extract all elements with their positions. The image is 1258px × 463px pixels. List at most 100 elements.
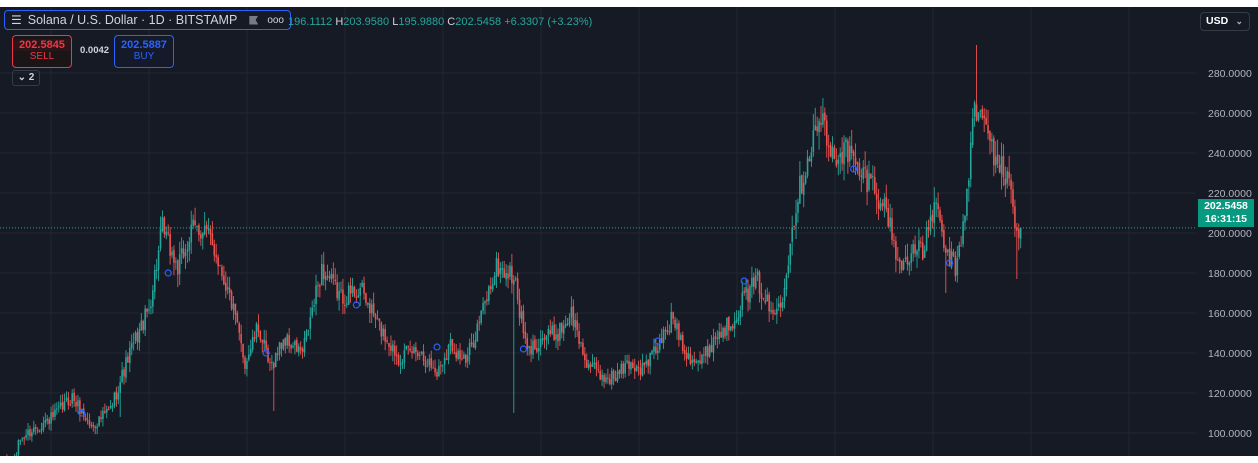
candle-body bbox=[653, 346, 655, 352]
candle-body bbox=[153, 269, 156, 292]
candle-body bbox=[321, 263, 323, 286]
candle-body bbox=[860, 175, 863, 177]
candle-body bbox=[979, 110, 982, 112]
candle-body bbox=[814, 125, 817, 131]
candle-body bbox=[655, 346, 657, 353]
candle-body bbox=[593, 362, 596, 364]
candle-body bbox=[340, 289, 342, 291]
more-options-icon[interactable]: ooo bbox=[267, 14, 284, 26]
candle-body bbox=[453, 352, 456, 354]
candle-body bbox=[749, 286, 751, 303]
currency-select[interactable]: USD ⌄ bbox=[1200, 12, 1250, 31]
candle-body bbox=[130, 343, 133, 349]
candle-body bbox=[505, 273, 507, 280]
buy-button[interactable]: 202.5887 BUY bbox=[114, 35, 174, 68]
candle-body bbox=[745, 287, 747, 293]
candle-body bbox=[249, 349, 252, 355]
candle-body bbox=[760, 293, 763, 299]
candle-body bbox=[152, 290, 154, 307]
sell-button[interactable]: 202.5845 SELL bbox=[12, 35, 72, 68]
candle-body bbox=[261, 339, 264, 343]
candle-body bbox=[948, 248, 951, 267]
candle-body bbox=[226, 287, 229, 290]
candle-body bbox=[140, 320, 143, 331]
chart-container[interactable]: 80.0000100.0000120.0000140.0000160.00001… bbox=[0, 7, 1258, 456]
candle-body bbox=[674, 319, 676, 328]
candle-body bbox=[511, 266, 513, 284]
candle-body bbox=[716, 337, 719, 339]
candle-body bbox=[409, 348, 411, 351]
candle-body bbox=[589, 364, 592, 367]
menu-icon[interactable]: ☰ bbox=[11, 13, 22, 27]
candle-body bbox=[645, 361, 648, 365]
candle-body bbox=[622, 363, 625, 374]
candle-body bbox=[920, 241, 922, 243]
candle-body bbox=[801, 174, 803, 194]
flag-icon[interactable] bbox=[249, 15, 259, 25]
candle-body bbox=[607, 377, 609, 379]
candle-body bbox=[591, 363, 594, 367]
candle-body bbox=[618, 370, 621, 375]
candle-body bbox=[278, 342, 281, 355]
high-value: 203.9580 bbox=[343, 16, 390, 28]
symbol-legend[interactable]: ☰ Solana / U.S. Dollar · 1D · BITSTAMP o… bbox=[4, 10, 291, 30]
candle-body bbox=[870, 174, 872, 179]
candle-body bbox=[269, 361, 271, 363]
candle-body bbox=[532, 340, 534, 355]
candle-body bbox=[691, 360, 694, 364]
candle-body bbox=[699, 360, 701, 364]
candle-body bbox=[349, 285, 352, 294]
candle-body bbox=[647, 360, 649, 366]
candle-body bbox=[221, 266, 223, 277]
candle-body bbox=[432, 367, 434, 369]
candle-body bbox=[280, 342, 283, 349]
candle-body bbox=[79, 400, 81, 415]
candle-body bbox=[989, 131, 991, 141]
candle-body bbox=[301, 348, 304, 352]
candle-body bbox=[178, 254, 181, 275]
candle-body bbox=[328, 276, 331, 279]
candle-body bbox=[192, 219, 194, 226]
candle-body bbox=[376, 318, 379, 320]
candle-body bbox=[779, 302, 782, 308]
candle-body bbox=[793, 226, 795, 228]
candle-body bbox=[666, 330, 669, 333]
candle-body bbox=[445, 358, 448, 360]
candle-body bbox=[25, 435, 27, 438]
candle-body bbox=[367, 302, 369, 305]
candle-body bbox=[223, 275, 225, 285]
indicators-toggle[interactable]: ⌄ 2 bbox=[12, 70, 40, 86]
candle-body bbox=[601, 374, 603, 380]
candle-body bbox=[463, 354, 465, 359]
candle-body bbox=[213, 244, 216, 256]
candle-body bbox=[868, 173, 870, 191]
candle-body bbox=[985, 117, 987, 125]
candle-body bbox=[553, 324, 555, 341]
candle-body bbox=[584, 354, 586, 361]
candle-body bbox=[831, 146, 834, 159]
candle-body bbox=[945, 247, 947, 253]
candle-body bbox=[489, 286, 492, 289]
candle-body bbox=[931, 214, 934, 222]
candle-body bbox=[914, 244, 916, 254]
candle-body bbox=[282, 339, 285, 350]
candle-body bbox=[27, 429, 29, 436]
candle-body bbox=[797, 202, 799, 213]
candle-body bbox=[472, 343, 475, 348]
candle-body bbox=[129, 347, 131, 363]
candle-body bbox=[728, 316, 730, 331]
candle-body bbox=[105, 409, 108, 413]
candle-body bbox=[537, 347, 540, 352]
candle-body bbox=[273, 362, 275, 369]
y-tick-label: 120.0000 bbox=[1208, 388, 1252, 400]
candlestick-chart[interactable]: 80.0000100.0000120.0000140.0000160.00001… bbox=[0, 7, 1258, 456]
candle-body bbox=[397, 355, 400, 365]
candle-body bbox=[937, 203, 939, 210]
candle-body bbox=[599, 371, 601, 380]
open-value: 196.1112 bbox=[288, 16, 333, 28]
candle-body bbox=[973, 102, 976, 117]
candle-body bbox=[971, 118, 974, 145]
candle-body bbox=[286, 334, 289, 346]
buy-label: BUY bbox=[133, 51, 155, 62]
ohlc-readout: 196.1112 H203.9580 L195.9880 C202.5458 +… bbox=[288, 16, 592, 28]
